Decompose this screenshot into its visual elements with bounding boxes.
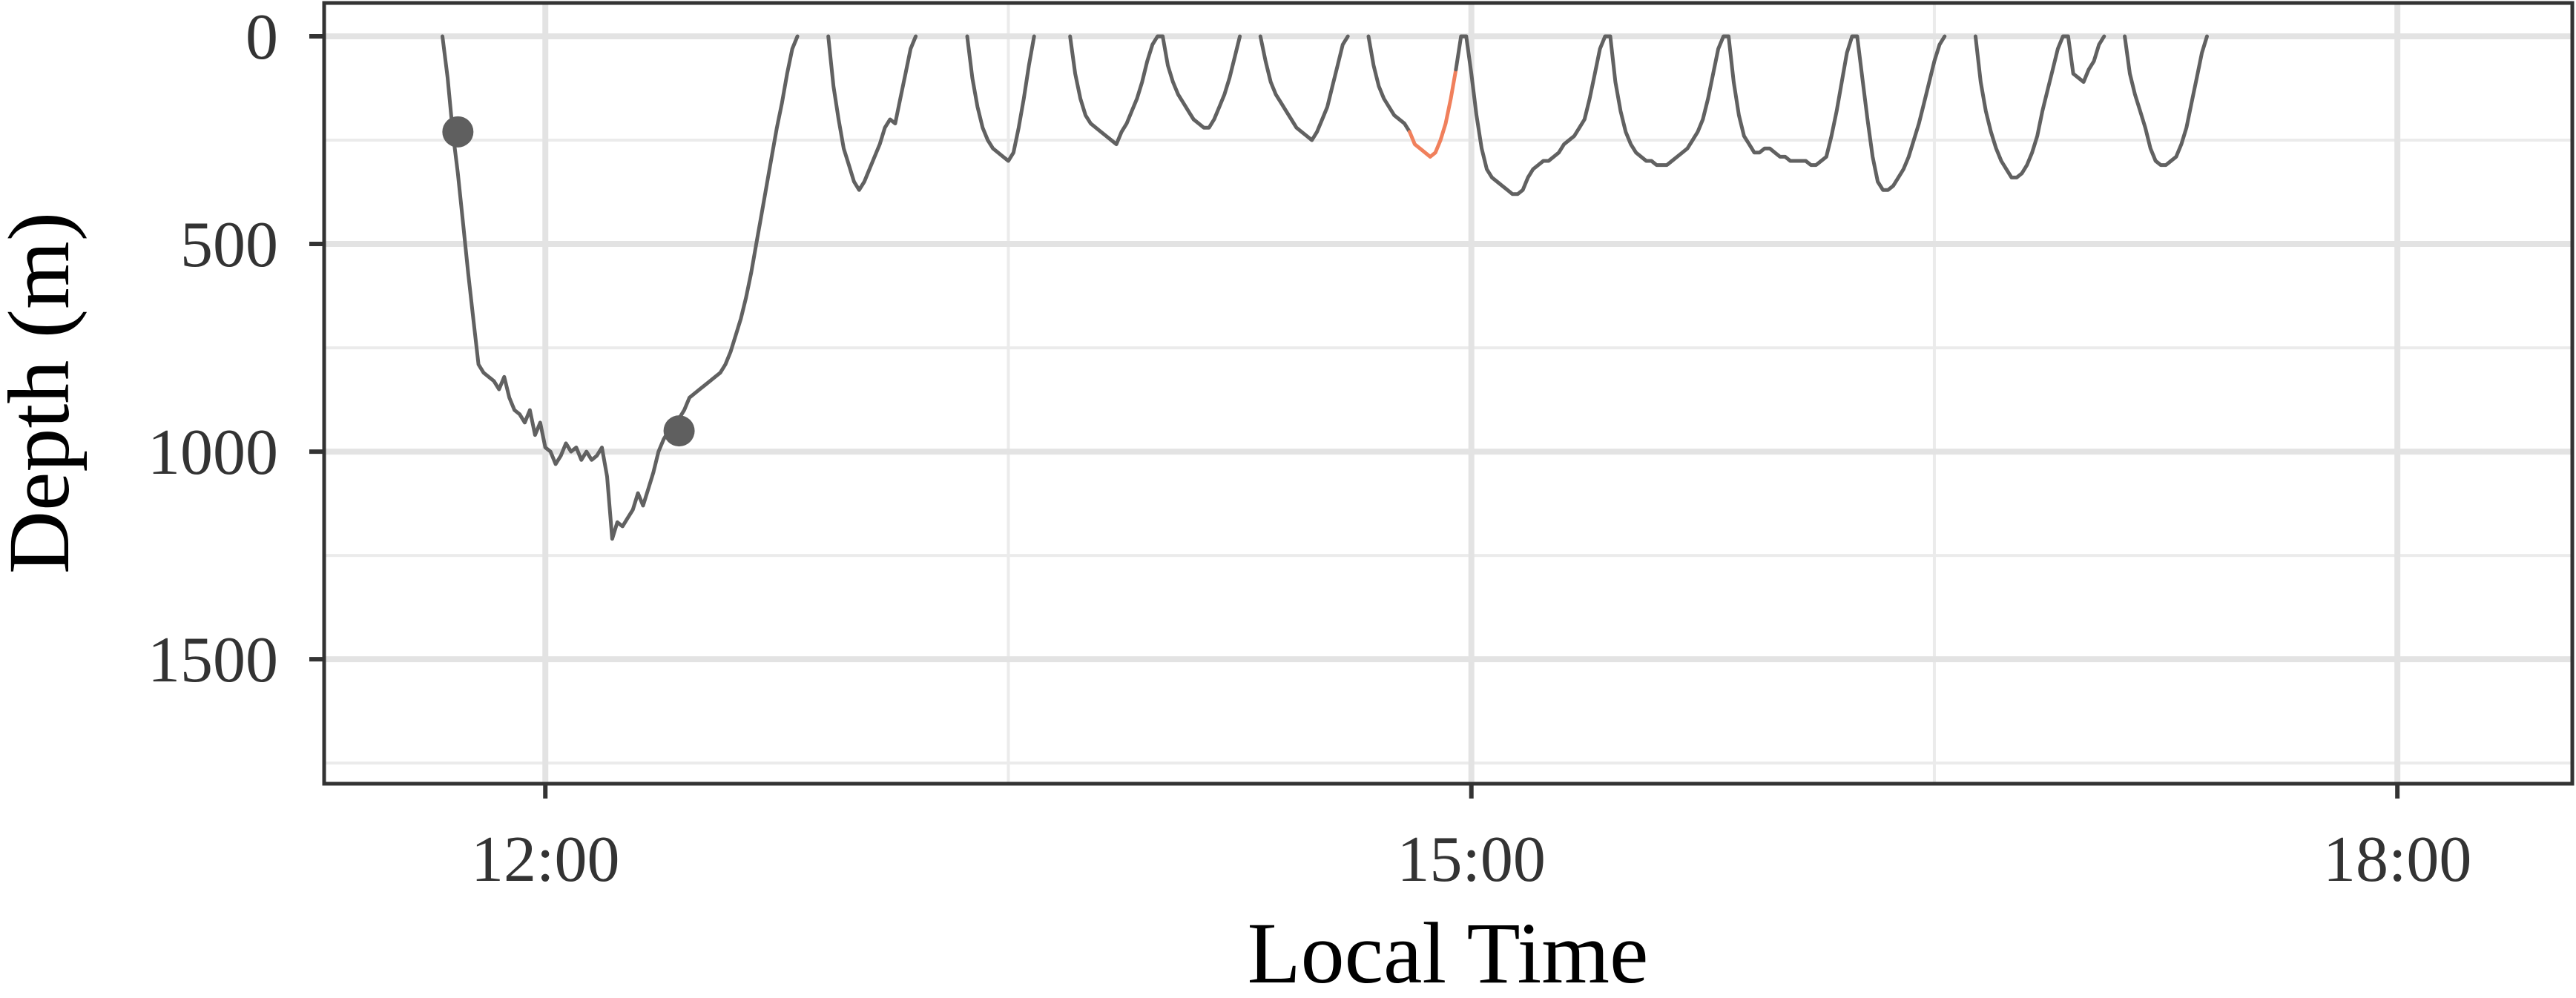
depth-trace-segment-3 <box>965 34 1036 163</box>
grid-layer <box>324 3 2572 784</box>
depth-trace-segment-4 <box>1068 34 1242 147</box>
plot-panel-border <box>322 1 2575 786</box>
y-tick-label: 0 <box>246 1 278 73</box>
x-axis-title: Local Time <box>1248 905 1649 994</box>
depth-trace-segment-6 <box>1366 34 1411 134</box>
y-axis-title: Depth (m) <box>0 212 88 574</box>
marked-point-2 <box>663 415 695 447</box>
axis-layer: 12:00 15:00 18:00 0 500 1000 1500 <box>148 1 2471 896</box>
y-tick-label: 1500 <box>148 624 278 696</box>
depth-trace-segment-8 <box>1454 34 1947 196</box>
x-tick-label: 12:00 <box>471 824 619 896</box>
depth-trace-segment-10 <box>2123 34 2209 168</box>
marked-point-1 <box>442 116 474 148</box>
depth-trace-segment-5 <box>1258 34 1350 142</box>
data-layer <box>441 34 2209 541</box>
depth-trace-segment-9 <box>1973 34 2106 179</box>
highlighted-dive-segment <box>1408 67 1458 159</box>
x-tick-label: 15:00 <box>1397 824 1545 896</box>
depth-trace-segment-1 <box>441 34 800 541</box>
y-tick-label: 500 <box>180 209 278 281</box>
depth-trace-segment-2 <box>826 34 918 192</box>
x-tick-label: 18:00 <box>2323 824 2471 896</box>
y-tick-label: 1000 <box>148 417 278 489</box>
